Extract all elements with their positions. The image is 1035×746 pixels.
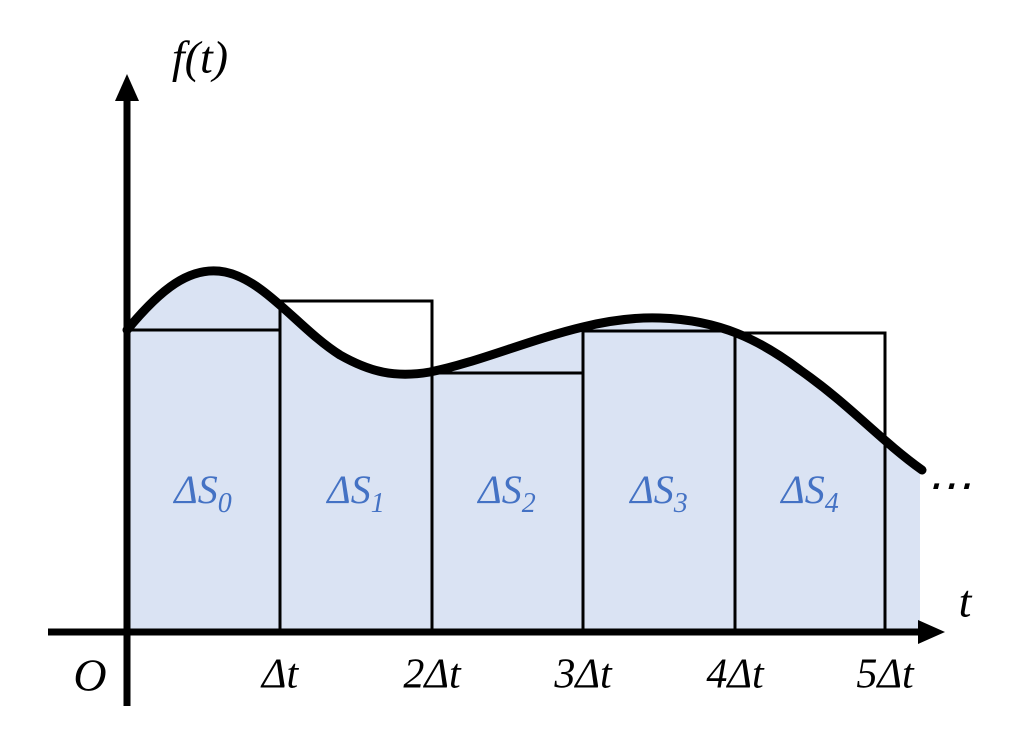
region-labels: ΔS0 ΔS1 ΔS2 ΔS3 ΔS4: [172, 467, 838, 519]
region-subscript: 0: [218, 488, 232, 519]
region-name: ΔS: [476, 467, 521, 512]
tick-label: Δt: [260, 652, 300, 698]
region-name: ΔS: [779, 467, 824, 512]
y-axis-label: f(t): [172, 32, 228, 83]
region-name: ΔS: [628, 467, 673, 512]
region-label: ΔS1: [325, 467, 384, 519]
tick-label: 3Δt: [553, 652, 613, 698]
x-axis-label: t: [959, 576, 973, 627]
region-label: ΔS2: [476, 467, 535, 519]
region-label: ΔS3: [628, 467, 687, 519]
region-subscript: 2: [522, 488, 536, 519]
region-name: ΔS: [325, 467, 370, 512]
region-label: ΔS4: [779, 467, 838, 519]
continuation: ⋯: [925, 460, 971, 511]
x-axis-arrow: [918, 620, 945, 644]
region-subscript: 4: [825, 488, 839, 519]
tick-label: 5Δt: [856, 652, 915, 698]
region-subscript: 3: [673, 488, 688, 519]
region-name: ΔS: [172, 467, 217, 512]
curve: [122, 266, 927, 475]
tick-label: 4Δt: [706, 652, 765, 698]
area-under-curve: [127, 270, 920, 632]
tick-label: 2Δt: [403, 652, 462, 698]
region-label: ΔS0: [172, 467, 231, 519]
origin-label: O: [73, 650, 106, 701]
tick-labels: Δt 2Δt 3Δt 4Δt 5Δt: [260, 652, 915, 698]
y-axis-arrow: [115, 74, 139, 101]
region-subscript: 1: [371, 488, 385, 519]
